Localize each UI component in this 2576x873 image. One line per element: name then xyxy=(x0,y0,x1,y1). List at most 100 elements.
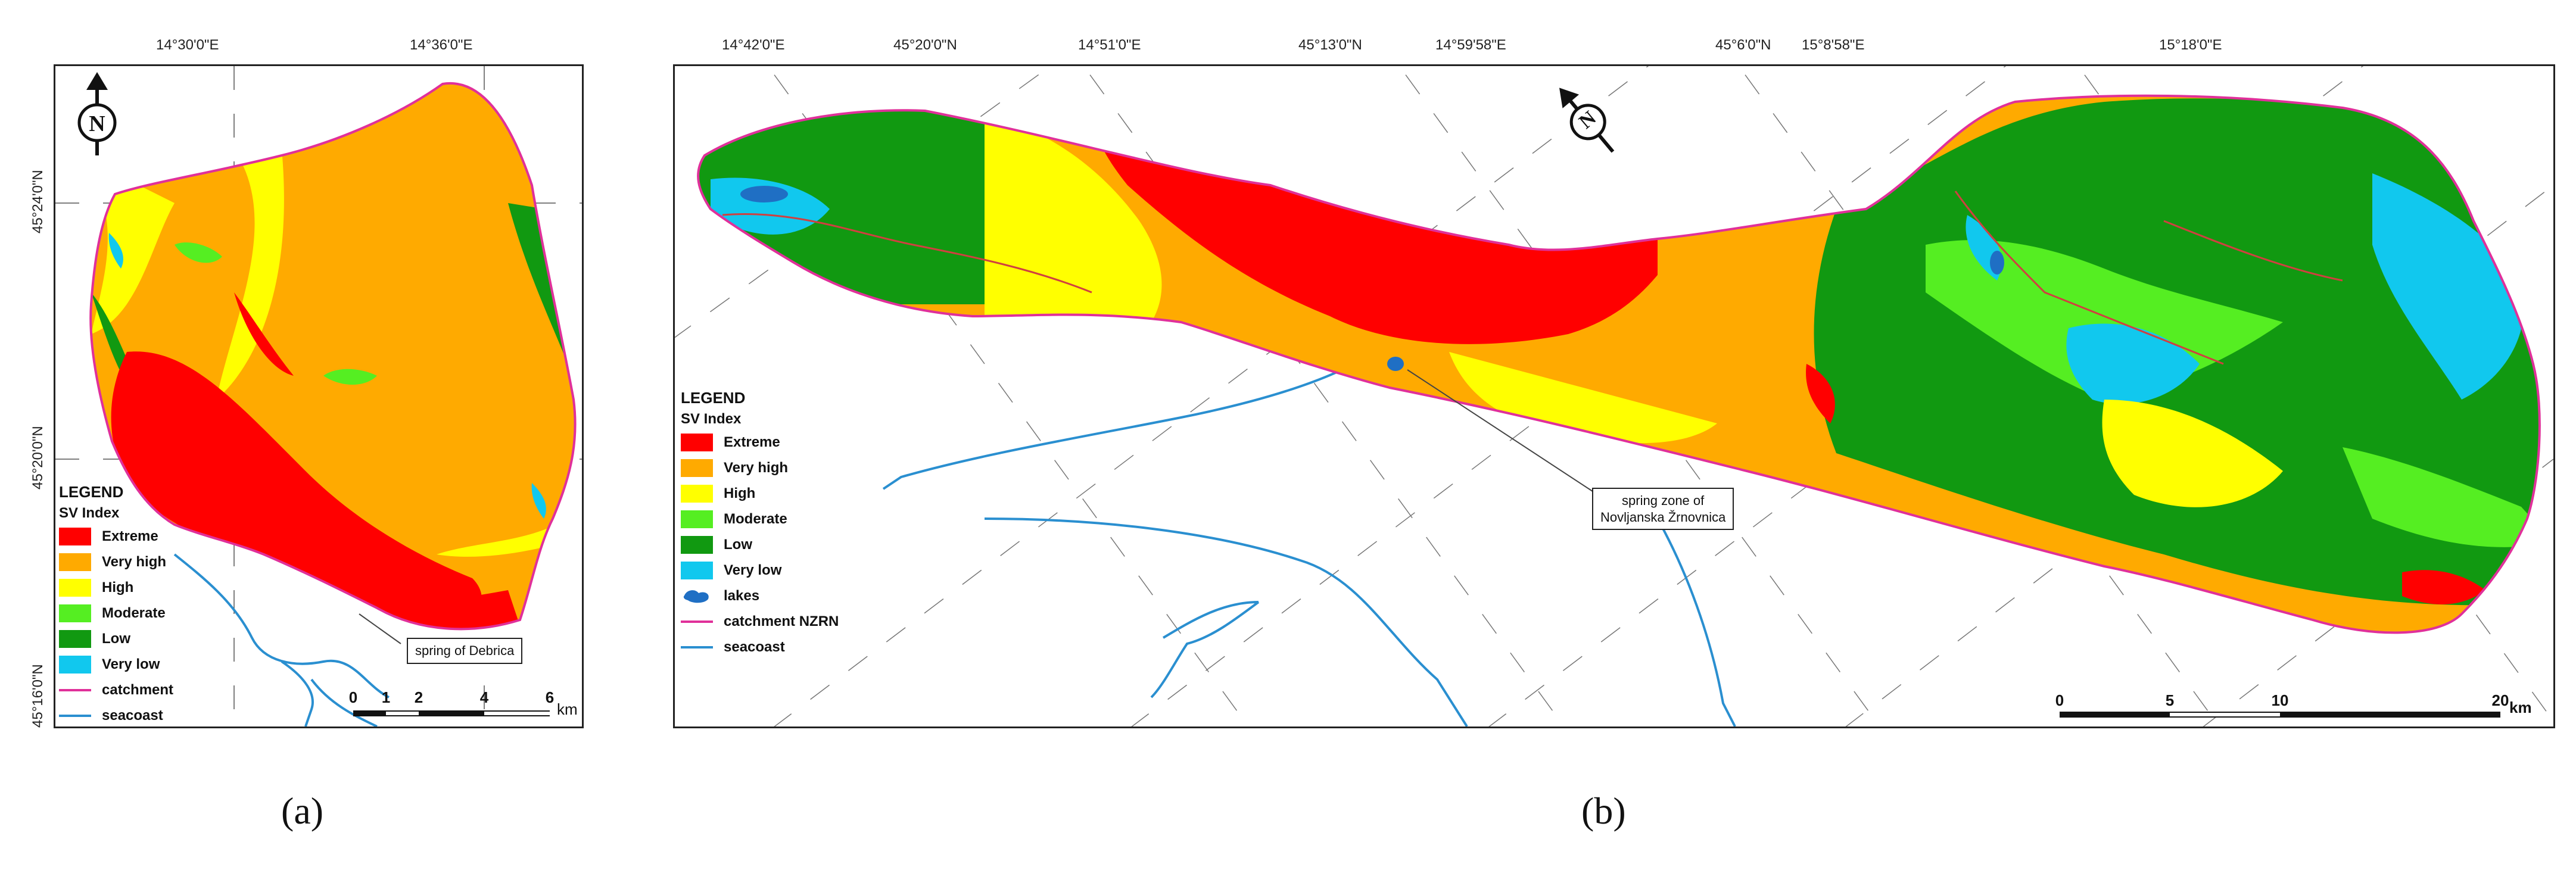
legend-title-a: LEGEND xyxy=(59,483,124,501)
callout-b-line2: Novljanska Žrnovnica xyxy=(1600,509,1726,525)
legend-label: Moderate xyxy=(102,605,166,621)
map-panel-b: N LEGEND SV Index Extreme Very high High Mo… xyxy=(673,64,2555,728)
scale-segment-a-1 xyxy=(353,710,386,716)
coord-label-left-a-1: 45°24'0"N xyxy=(30,170,46,233)
catchment-boundary-a xyxy=(89,82,577,631)
caption-a: (a) xyxy=(281,790,324,832)
legend-label: Very high xyxy=(724,460,789,476)
legend-swatch xyxy=(59,553,91,571)
legend-label: Very high xyxy=(102,554,167,570)
scale-segment-b-1 xyxy=(2060,712,2170,718)
coord-label-top-b-7: 15°8'58"E xyxy=(1802,37,1865,53)
scale-tick-b-3: 20 xyxy=(2491,691,2509,709)
coord-label-left-a-3: 45°16'0"N xyxy=(30,664,46,728)
legend-subtitle-b: SV Index xyxy=(681,411,742,427)
north-arrow-icon xyxy=(77,72,117,155)
legend-swatch xyxy=(681,536,713,554)
legend-item-b-catchment-nzrn: catchment NZRN xyxy=(681,613,839,631)
scale-tick-b-2: 10 xyxy=(2271,691,2289,709)
legend-item-b-very-high: Very high xyxy=(681,459,839,477)
legend-swatch xyxy=(59,579,91,597)
coord-label-top-b-6: 45°6'0"N xyxy=(1715,37,1771,53)
legend-swatch xyxy=(59,630,91,648)
scale-bar-a: 0 1 2 4 6 km xyxy=(349,688,578,724)
callout-b-line1: spring zone of xyxy=(1622,493,1705,508)
legend-swatch xyxy=(59,528,91,545)
north-arrow-a: N xyxy=(67,66,127,161)
coord-label-top-a-1: 14°30'0"E xyxy=(156,37,219,53)
legend-item-a-moderate: Moderate xyxy=(59,604,173,622)
legend-swatch xyxy=(681,485,713,503)
scale-unit-b: km xyxy=(2509,699,2532,716)
map-b-canvas xyxy=(675,66,2553,727)
legend-item-a-very-low: Very low xyxy=(59,656,173,674)
scale-tick-a-4: 6 xyxy=(545,688,555,706)
coord-label-top-b-3: 14°51'0"E xyxy=(1078,37,1141,53)
legend-swatch xyxy=(681,510,713,528)
legend-line-swatch xyxy=(59,681,91,699)
scale-tick-b-0: 0 xyxy=(2055,691,2064,709)
scale-segment-a-2 xyxy=(386,710,419,716)
legend-swatch xyxy=(681,562,713,579)
legend-swatch xyxy=(59,604,91,622)
coord-label-left-a-2: 45°20'0"N xyxy=(30,426,46,489)
legend-item-b-low: Low xyxy=(681,536,839,554)
legend-item-a-low: Low xyxy=(59,630,173,648)
legend-item-a-extreme: Extreme xyxy=(59,528,173,545)
coord-label-top-b-8: 15°18'0"E xyxy=(2159,37,2222,53)
legend-label: High xyxy=(724,485,756,501)
coord-label-top-a-2: 14°36'0"E xyxy=(410,37,473,53)
legend-swatch xyxy=(681,434,713,451)
legend-swatch xyxy=(681,459,713,477)
legend-line-swatch xyxy=(681,613,713,631)
legend-item-a-catchment: catchment xyxy=(59,681,173,699)
scale-tick-a-3: 4 xyxy=(479,688,489,706)
spring-callout-b: spring zone of Novljanska Žrnovnica xyxy=(1592,488,1734,530)
scale-segment-a-3 xyxy=(419,710,484,716)
coord-label-top-b-4: 45°13'0"N xyxy=(1298,37,1362,53)
scale-tick-b-1: 5 xyxy=(2165,691,2175,709)
legend-title-b: LEGEND xyxy=(681,389,746,407)
legend-label: Moderate xyxy=(724,511,787,527)
lakes-b xyxy=(740,186,2004,371)
legend-label: Low xyxy=(102,631,130,647)
legend-b: LEGEND SV Index Extreme Very high High Mode… xyxy=(681,389,839,664)
seacoast-line-a xyxy=(173,553,390,727)
map-panel-a: N LEGEND SV Index Extreme Very high High Mo… xyxy=(54,64,584,728)
scale-tick-a-2: 2 xyxy=(414,688,423,706)
legend-item-b-moderate: Moderate xyxy=(681,510,839,528)
legend-item-a-very-high: Very high xyxy=(59,553,173,571)
coord-label-top-b-1: 14°42'0"E xyxy=(722,37,785,53)
caption-b: (b) xyxy=(1581,790,1626,832)
legend-item-b-extreme: Extreme xyxy=(681,434,839,451)
scale-segment-b-3 xyxy=(2280,712,2500,718)
north-label-a: N xyxy=(89,111,105,136)
map-a-canvas xyxy=(55,66,582,727)
scale-bar-b: 0 5 10 20 km xyxy=(2055,691,2536,727)
legend-item-b-very-low: Very low xyxy=(681,562,839,579)
rivers-b xyxy=(722,191,2343,365)
coord-label-top-b-2: 45°20'0"N xyxy=(893,37,957,53)
north-arrow-b: N xyxy=(1538,78,1634,161)
spring-callout-a: spring of Debrica xyxy=(407,638,523,664)
legend-item-a-seacoast: seacoast xyxy=(59,707,173,725)
legend-swatch xyxy=(59,656,91,674)
scale-tick-a-1: 1 xyxy=(381,688,391,706)
coord-label-top-b-5: 14°59'58"E xyxy=(1435,37,1506,53)
sv-index-raster-b xyxy=(698,95,2540,633)
legend-label: Very low xyxy=(102,656,160,672)
legend-label: Low xyxy=(724,537,752,553)
lake-icon xyxy=(681,587,713,605)
seacoast-line-b xyxy=(882,351,1736,727)
scale-segment-b-2 xyxy=(2170,712,2280,718)
legend-label: catchment xyxy=(102,682,174,698)
legend-item-a-high: High xyxy=(59,579,173,597)
legend-label: Extreme xyxy=(102,528,158,544)
scale-tick-a-0: 0 xyxy=(348,688,358,706)
legend-label: Extreme xyxy=(724,434,780,450)
legend-line-swatch xyxy=(59,707,91,725)
legend-line-swatch xyxy=(681,638,713,656)
scale-unit-a: km xyxy=(557,700,578,718)
legend-label: High xyxy=(102,579,134,595)
legend-item-b-lakes: lakes xyxy=(681,587,839,605)
